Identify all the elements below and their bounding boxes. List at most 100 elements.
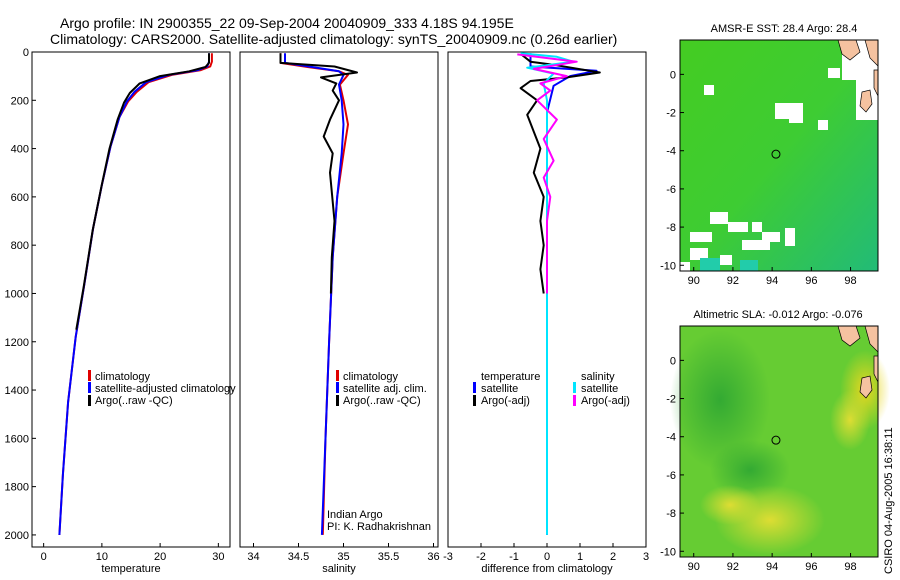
y-tick-label: 1400 [5,385,29,397]
legend-satellite: satellite-adjusted climatology [95,383,236,395]
credit-line1: Indian Argo [327,509,383,521]
x-tick-label: 3 [643,551,649,563]
legend-climatology: climatology [343,371,399,383]
salinity-xlabel: salinity [322,563,356,575]
temperature-ticks: 0 10 20 30 [41,543,224,563]
map-y-tick-label: -8 [666,222,676,234]
legend-satellite: satellite adj. clim. [343,383,427,395]
y-tick-label: 200 [11,95,29,107]
x-tick-label: 34 [247,551,259,563]
x-tick-label: 20 [154,551,166,563]
sst-ticks: 90 92 94 96 98 0 -2 -4 -6 -8 -10 [660,69,857,287]
x-tick-label: -3 [443,551,453,563]
x-tick-label: 10 [96,551,108,563]
legend-swatch-argo [336,395,339,406]
series-line-argo-raw-qc- [279,53,358,294]
map-y-tick-label: -10 [660,546,676,558]
difference-series [517,52,601,535]
legend-argo: Argo(..raw -QC) [95,395,173,407]
map-x-tick-label: 94 [766,275,778,287]
title-line1: Argo profile: IN 2900355_22 09-Sep-2004 … [60,15,514,31]
map-x-tick-label: 98 [844,275,856,287]
temperature-axes-frame [31,51,231,548]
temperature-xlabel: temperature [101,563,160,575]
map-y-tick-label: -4 [666,432,676,444]
legend-swatch-satellite [88,382,91,393]
title-line2: Climatology: CARS2000. Satellite-adjuste… [50,31,617,47]
temperature-legend: climatology satellite-adjusted climatolo… [88,370,236,407]
x-tick-label: 35 [337,551,349,563]
map-y-tick-label: 0 [670,69,676,81]
legend-swatch-climatology [88,370,91,381]
map-x-tick-label: 98 [844,561,856,573]
difference-xlabel: difference from climatology [481,563,613,575]
sla-high-region [830,390,870,450]
x-tick-label: 2 [610,551,616,563]
panel-temperature: 0 10 20 30 0 200 400 600 800 1000 1200 1400 1600 180… [5,47,452,575]
sst-argo-marker [771,149,781,159]
map-x-tick-label: 90 [688,275,700,287]
map-x-tick-label: 92 [727,561,739,573]
legend-swatch-argo [88,395,91,406]
legend-swatch-sal-argo [573,395,576,406]
x-tick-label: 0 [544,551,550,563]
difference-legend: temperature satellite Argo(-adj) salinit… [473,371,630,407]
map-y-tick-label: -2 [666,108,676,120]
salinity-axes-frame [239,51,439,548]
y-tick-label: 1600 [5,433,29,445]
sla-ticks: 90 92 94 96 98 0 -2 -4 -6 -8 -10 [660,355,857,573]
sst-frame [679,39,879,272]
sla-high-region [700,485,760,525]
sla-land [837,325,879,399]
legend-swatch-satellite [336,382,339,393]
x-tick-label: -2 [476,551,486,563]
sla-frame [679,325,879,558]
y-tick-label: 600 [11,192,29,204]
series-line-salinity-argo-adj- [517,53,578,294]
salinity-ticks: 34 34.5 35 35.5 36 [247,543,440,563]
legend-swatch-temp-argo [473,395,476,406]
map-y-tick-label: -8 [666,508,676,520]
x-tick-label: 1 [577,551,583,563]
map-x-tick-label: 92 [727,275,739,287]
sla-low-region [670,330,770,470]
credit-line2: PI: K. Radhakrishnan [327,521,431,533]
sst-map-title: AMSR-E SST: 28.4 Argo: 28.4 [711,23,858,35]
x-tick-label: 34.5 [288,551,309,563]
sla-map-panel: Altimetric SLA: -0.012 Argo: -0.076 90 92… [660,309,890,573]
legend-swatch-temp-satellite [473,382,476,393]
y-tick-label: 400 [11,144,29,156]
temperature-series [58,53,213,535]
legend-swatch-sal-satellite [573,382,576,393]
panel-difference: -3 -2 -1 0 1 2 3 temperature satellite Argo(-a… [443,51,649,575]
legend-argo: Argo(..raw -QC) [343,395,421,407]
csiro-timestamp: CSIRO 04-Aug-2005 16:38:11 [883,427,895,574]
x-tick-label: 0 [41,551,47,563]
legend-sal-argo: Argo(-adj) [581,395,630,407]
y-tick-label: 0 [23,47,29,59]
sst-map-panel: AMSR-E SST: 28.4 Argo: 28.4 [660,23,879,287]
map-y-tick-label: -6 [666,184,676,196]
map-x-tick-label: 94 [766,561,778,573]
legend-climatology: climatology [95,371,151,383]
legend-temperature: temperature [481,371,540,383]
difference-ticks: -3 -2 -1 0 1 2 3 [443,543,649,563]
legend-swatch-climatology [336,370,339,381]
x-tick-label: 30 [212,551,224,563]
y-tick-label: 800 [11,240,29,252]
y-tick-label: 1000 [5,288,29,300]
sla-argo-marker [771,435,781,445]
map-x-tick-label: 96 [805,561,817,573]
y-tick-label: 1800 [5,482,29,494]
x-tick-label: 35.5 [378,551,399,563]
x-tick-label: 36 [427,551,439,563]
legend-temp-satellite: satellite [481,383,518,395]
salinity-series [279,53,358,535]
map-y-tick-label: 0 [670,355,676,367]
map-x-tick-label: 90 [688,561,700,573]
series-line-satellite-adj-clim- [284,53,345,535]
map-y-tick-label: -10 [660,260,676,272]
x-tick-label: -1 [509,551,519,563]
legend-salinity: salinity [581,371,615,383]
